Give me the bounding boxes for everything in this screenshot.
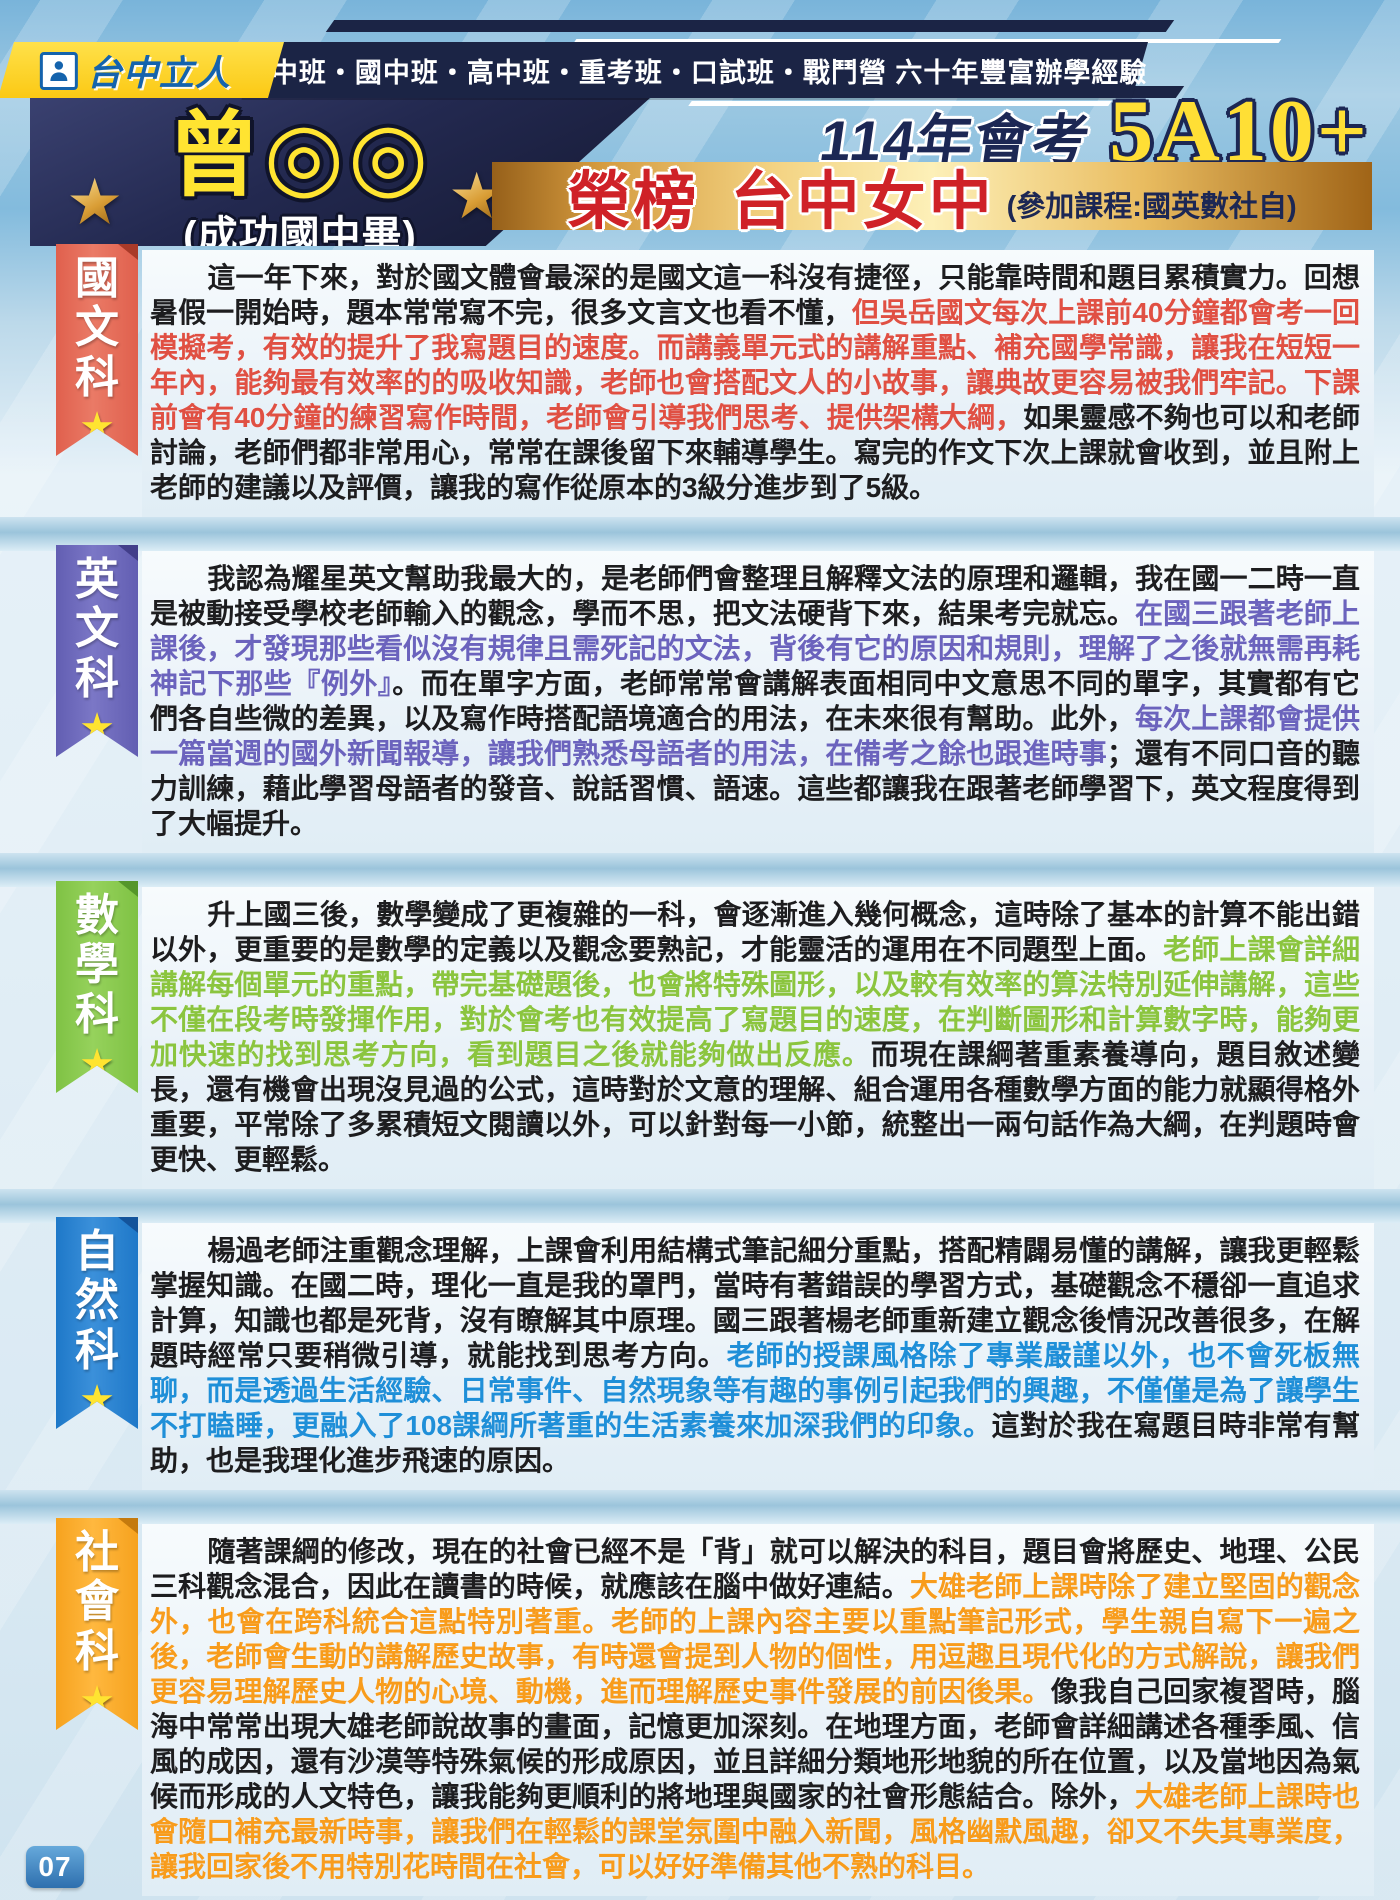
body-text: 像我自己回家複習時，腦海中常常出現大雄老師說故事的畫面，記憶更加深刻。在地理方面… bbox=[150, 1676, 1360, 1812]
subject-ribbon: 數學科 ★ bbox=[56, 881, 138, 1093]
person-icon bbox=[50, 60, 68, 80]
subject-title: 國文科 bbox=[75, 244, 119, 402]
subject-ribbon: 自然科 ★ bbox=[56, 1217, 138, 1429]
highlighted-text: 在國三跟著老師上課後，才發現那些看似沒有規律且需死記的文法，背後有它的原因和規則… bbox=[150, 598, 1360, 699]
section-divider bbox=[0, 1189, 1400, 1223]
star-icon: ★ bbox=[66, 166, 124, 238]
highlighted-text: 但吳岳國文每次上課前40分鐘都會考一回模擬考，有效的提升了我寫題目的速度。而講義… bbox=[150, 297, 1360, 433]
body-text: 如果靈感不夠也可以和老師討論，老師們都非常用心，常常在課後留下來輔導學生。寫完的… bbox=[150, 402, 1360, 503]
subject-char: 文 bbox=[75, 604, 119, 654]
courses-note: (參加課程:國英數社自) bbox=[1006, 191, 1297, 223]
body-text: 這一年下來，對於國文體會最深的是國文這一科沒有捷徑，只能靠時間和題目累積實力。回… bbox=[150, 262, 1360, 328]
honor-prefix: 榮榜 bbox=[567, 166, 700, 237]
honor-banner: 榮榜 台中女中 (參加課程:國英數社自) bbox=[492, 162, 1372, 237]
subject-char: 科 bbox=[75, 352, 119, 402]
brand-banner: 台中立人 bbox=[0, 42, 285, 98]
subject-char: 文 bbox=[75, 303, 119, 353]
decorative-navy-bar bbox=[325, 20, 1175, 32]
programs-banner: 私中班・國中班・高中班・重考班・口試班・戰鬥營 六十年豐富辦學經驗 bbox=[241, 42, 1149, 98]
brand-inner: 台中立人 bbox=[40, 45, 231, 96]
exam-score: 5A10+ bbox=[1109, 83, 1370, 180]
testimonial-panel: 升上國三後，數學變成了更複雜的一科，會逐漸進入幾何概念，這時除了基本的計算不能出… bbox=[142, 887, 1374, 1189]
subject-title: 數學科 bbox=[75, 881, 119, 1039]
star-icon: ★ bbox=[79, 404, 115, 449]
subject-title: 自然科 bbox=[75, 1217, 119, 1375]
subject-section-chinese: 國文科 ★ 這一年下來，對於國文體會最深的是國文這一科沒有捷徑，只能靠時間和題目… bbox=[0, 244, 1400, 517]
ribbon-fold bbox=[118, 1518, 138, 1534]
star-icon: ★ bbox=[79, 1041, 115, 1086]
testimonial-text: 隨著課綱的修改，現在的社會已經不是「背」就可以解決的科目，題目會將歷史、地理、公… bbox=[150, 1534, 1360, 1884]
honor-text: 榮榜 台中女中 bbox=[567, 151, 994, 242]
highlighted-text: 每次上課都會提供一篇當週的國外新聞報導，讓我們熟悉母語者的用法，在備考之餘也跟進… bbox=[150, 703, 1360, 769]
ribbon-fold bbox=[118, 881, 138, 897]
student-name: 曾◎◎ bbox=[167, 105, 433, 207]
subject-char: 然 bbox=[75, 1276, 119, 1326]
subject-char: 學 bbox=[75, 940, 119, 990]
subject-section-english: 英文科 ★ 我認為耀星英文幫助我最大的，是老師們會整理且解釋文法的原理和邏輯，我… bbox=[0, 545, 1400, 853]
subject-char: 英 bbox=[75, 555, 119, 604]
highlighted-text: 老師上課會詳細講解每個單元的重點，帶完基礎題後，也會將特殊圖形，以及較有效率的算… bbox=[150, 934, 1360, 1070]
body-text: 這對於我在寫題目時非常有幫助，也是我理化進步飛速的原因。 bbox=[150, 1410, 1360, 1476]
body-text: 我認為耀星英文幫助我最大的，是老師們會整理且解釋文法的原理和邏輯，我在國一二時一… bbox=[150, 563, 1360, 629]
subject-ribbon: 英文科 ★ bbox=[56, 545, 138, 757]
student-name-block: 曾◎◎ (成功國中畢) bbox=[100, 105, 500, 258]
body-text: 而現在課綱著重素養導向，題目敘述變長，還有機會出現沒見過的公式，這時對於文意的理… bbox=[150, 1039, 1360, 1175]
subject-char: 會 bbox=[75, 1577, 119, 1627]
highlighted-text: 大雄老師上課時除了建立堅固的觀念外，也會在跨科統合這點特別著重。老師的上課內容主… bbox=[150, 1571, 1360, 1707]
section-divider bbox=[0, 517, 1400, 551]
testimonial-panel: 隨著課綱的修改，現在的社會已經不是「背」就可以解決的科目，題目會將歷史、地理、公… bbox=[142, 1524, 1374, 1896]
subject-section-science: 自然科 ★ 楊過老師注重觀念理解，上課會利用結構式筆記細分重點，搭配精闢易懂的講… bbox=[0, 1217, 1400, 1490]
body-text: 隨著課綱的修改，現在的社會已經不是「背」就可以解決的科目，題目會將歷史、地理、公… bbox=[150, 1536, 1360, 1602]
testimonial-panel: 楊過老師注重觀念理解，上課會利用結構式筆記細分重點，搭配精闢易懂的講解，讓我更輕… bbox=[142, 1223, 1374, 1490]
section-divider bbox=[0, 853, 1400, 887]
sections: 國文科 ★ 這一年下來，對於國文體會最深的是國文這一科沒有捷徑，只能靠時間和題目… bbox=[0, 244, 1400, 1896]
star-icon: ★ bbox=[79, 705, 115, 750]
subject-char: 科 bbox=[75, 989, 119, 1039]
body-text: ；還有不同口音的聽力訓練，藉此學習母語者的發音、說話習慣、語速。這些都讓我在跟著… bbox=[150, 738, 1360, 839]
subject-char: 科 bbox=[75, 1325, 119, 1375]
brand-name: 台中立人 bbox=[87, 53, 232, 93]
section-divider bbox=[0, 1490, 1400, 1524]
body-text: 楊過老師注重觀念理解，上課會利用結構式筆記細分重點，搭配精闢易懂的講解，讓我更輕… bbox=[150, 1235, 1360, 1371]
testimonial-panel: 我認為耀星英文幫助我最大的，是老師們會整理且解釋文法的原理和邏輯，我在國一二時一… bbox=[142, 551, 1374, 853]
subject-char: 數 bbox=[75, 891, 119, 940]
ribbon-fold bbox=[118, 545, 138, 561]
programs-text: 私中班・國中班・高中班・重考班・口試班・戰鬥營 六十年豐富辦學經驗 bbox=[242, 57, 1148, 88]
student-school: (成功國中畢) bbox=[183, 213, 417, 258]
testimonial-panel: 這一年下來，對於國文體會最深的是國文這一科沒有捷徑，只能靠時間和題目累積實力。回… bbox=[142, 250, 1374, 517]
testimonial-text: 楊過老師注重觀念理解，上課會利用結構式筆記細分重點，搭配精闢易懂的講解，讓我更輕… bbox=[150, 1233, 1360, 1478]
body-text: 。而在單字方面，老師常常會講解表面相同中文意思不同的單字，其實都有它們各自些微的… bbox=[150, 668, 1360, 734]
subject-section-math: 數學科 ★ 升上國三後，數學變成了更複雜的一科，會逐漸進入幾何概念，這時除了基本… bbox=[0, 881, 1400, 1189]
ribbon-fold bbox=[118, 1217, 138, 1233]
testimonial-text: 升上國三後，數學變成了更複雜的一科，會逐漸進入幾何概念，這時除了基本的計算不能出… bbox=[150, 897, 1360, 1177]
subject-char: 國 bbox=[75, 254, 119, 303]
subject-char: 自 bbox=[75, 1227, 119, 1276]
subject-char: 科 bbox=[75, 1626, 119, 1676]
subject-section-social: 社會科 ★ 隨著課綱的修改，現在的社會已經不是「背」就可以解決的科目，題目會將歷… bbox=[0, 1518, 1400, 1896]
subject-title: 社會科 bbox=[75, 1518, 119, 1676]
star-icon: ★ bbox=[79, 1678, 115, 1723]
subject-char: 科 bbox=[75, 653, 119, 703]
testimonial-text: 我認為耀星英文幫助我最大的，是老師們會整理且解釋文法的原理和邏輯，我在國一二時一… bbox=[150, 561, 1360, 841]
subject-ribbon: 社會科 ★ bbox=[56, 1518, 138, 1730]
subject-title: 英文科 bbox=[75, 545, 119, 703]
ribbon-fold bbox=[118, 244, 138, 260]
highlighted-text: 老師的授課風格除了專業嚴謹以外，也不會死板無聊，而是透過生活經驗、日常事件、自然… bbox=[150, 1340, 1360, 1441]
exam-result: 114年會考 5A10+ bbox=[650, 83, 1370, 180]
highlighted-text: 大雄老師上課時也會隨口補充最新時事，讓我們在輕鬆的課堂氛圍中融入新聞，風格幽默風… bbox=[150, 1781, 1360, 1882]
brand-logo-icon bbox=[40, 51, 78, 89]
subject-char: 社 bbox=[75, 1528, 119, 1577]
body-text: 升上國三後，數學變成了更複雜的一科，會逐漸進入幾何概念，這時除了基本的計算不能出… bbox=[150, 899, 1360, 965]
honor-school: 台中女中 bbox=[730, 166, 995, 237]
testimonial-text: 這一年下來，對於國文體會最深的是國文這一科沒有捷徑，只能靠時間和題目累積實力。回… bbox=[150, 260, 1360, 505]
page-number-badge: 07 bbox=[26, 1846, 84, 1888]
star-icon: ★ bbox=[79, 1377, 115, 1422]
subject-ribbon: 國文科 ★ bbox=[56, 244, 138, 456]
